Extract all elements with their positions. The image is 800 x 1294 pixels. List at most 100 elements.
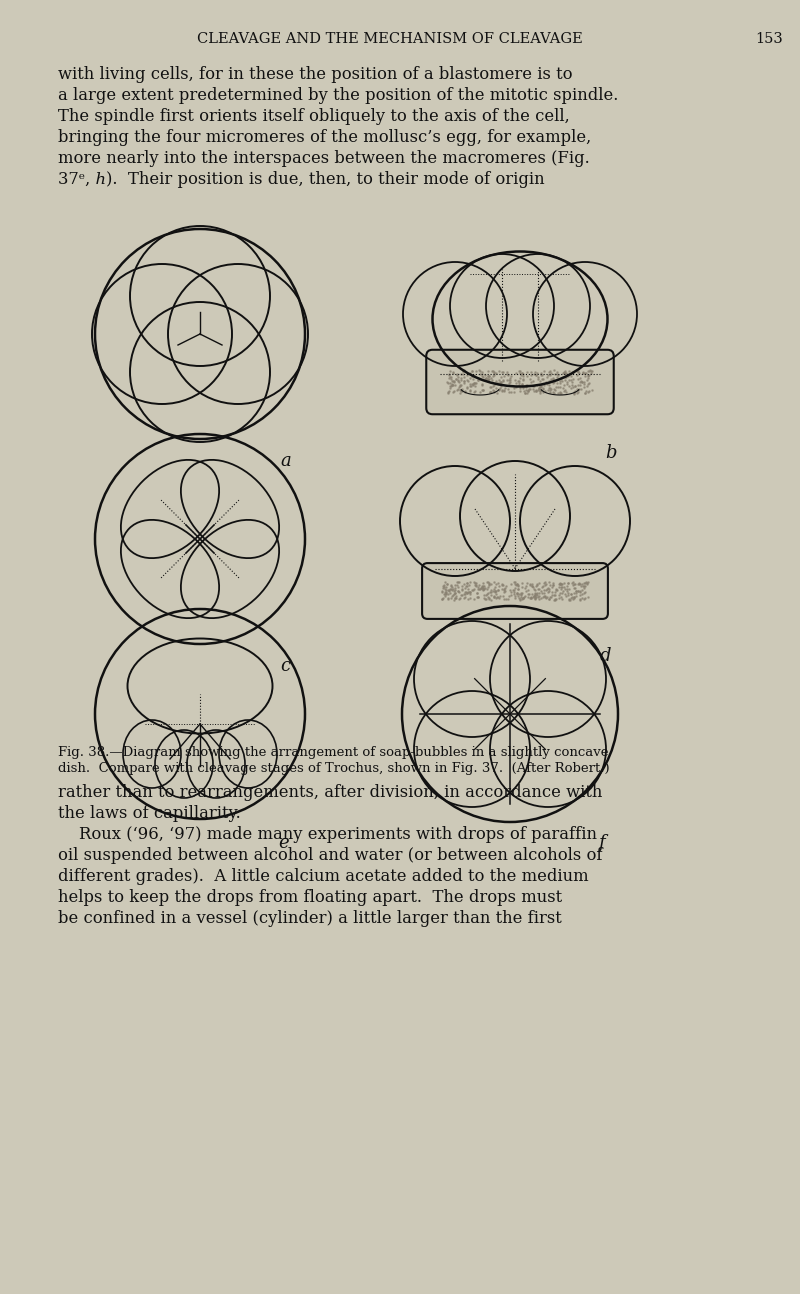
Point: [473, 575, 486, 595]
Point: [530, 365, 542, 386]
Point: [439, 582, 452, 603]
Text: oil suspended between alcohol and water (or between alcohols of: oil suspended between alcohol and water …: [58, 848, 602, 864]
Point: [461, 582, 474, 603]
Point: [517, 370, 530, 391]
Point: [485, 382, 498, 402]
Point: [476, 576, 489, 597]
Point: [444, 369, 457, 389]
Point: [482, 572, 495, 593]
Point: [562, 366, 574, 387]
Point: [451, 572, 464, 593]
Point: [474, 364, 486, 384]
Point: [512, 584, 525, 604]
Point: [474, 578, 486, 599]
Point: [469, 380, 482, 401]
Point: [510, 377, 522, 397]
Point: [528, 364, 541, 384]
Point: [508, 586, 521, 607]
Point: [574, 581, 586, 602]
Point: [557, 364, 570, 384]
Point: [554, 572, 567, 593]
Point: [492, 580, 505, 600]
Point: [458, 584, 471, 604]
Point: [563, 375, 576, 396]
Point: [438, 575, 450, 595]
Point: [490, 584, 502, 604]
Point: [458, 582, 471, 603]
Point: [455, 578, 468, 599]
Point: [474, 577, 487, 598]
Point: [538, 584, 550, 604]
Point: [440, 580, 453, 600]
Point: [530, 575, 543, 595]
Point: [563, 590, 576, 611]
Point: [444, 373, 457, 393]
Point: [566, 575, 579, 595]
Point: [585, 362, 598, 383]
Point: [462, 581, 474, 602]
Point: [458, 587, 470, 608]
Point: [537, 576, 550, 597]
Point: [470, 576, 482, 597]
Point: [530, 586, 542, 607]
Point: [446, 577, 458, 598]
Point: [462, 578, 474, 599]
Point: [470, 584, 483, 604]
Point: [525, 576, 538, 597]
Point: [502, 589, 515, 609]
Point: [554, 577, 567, 598]
Point: [562, 573, 574, 594]
Point: [460, 576, 473, 597]
Point: [489, 577, 502, 598]
Point: [578, 371, 590, 392]
Point: [510, 582, 523, 603]
Point: [490, 586, 503, 607]
Point: [566, 377, 579, 397]
Point: [491, 580, 504, 600]
Point: [530, 365, 542, 386]
Point: [490, 581, 502, 602]
Point: [524, 369, 537, 389]
Point: [563, 589, 576, 609]
Point: [464, 582, 477, 603]
Text: f: f: [598, 835, 605, 851]
Point: [578, 572, 591, 593]
Point: [520, 366, 533, 387]
Point: [463, 587, 476, 608]
Point: [443, 582, 456, 603]
Point: [560, 362, 573, 383]
Point: [463, 362, 476, 383]
Point: [566, 586, 578, 607]
Point: [478, 587, 490, 608]
Point: [507, 580, 520, 600]
Point: [553, 575, 566, 595]
Point: [542, 361, 555, 382]
Text: be confined in a vessel (cylinder) a little larger than the first: be confined in a vessel (cylinder) a lit…: [58, 910, 562, 927]
Point: [444, 366, 457, 387]
Point: [542, 380, 554, 401]
Point: [575, 587, 588, 608]
Point: [542, 370, 555, 391]
Point: [566, 361, 579, 382]
Point: [498, 580, 511, 600]
Point: [505, 382, 518, 402]
Point: [537, 369, 550, 389]
FancyBboxPatch shape: [426, 349, 614, 414]
Point: [523, 573, 536, 594]
Point: [529, 587, 542, 608]
Point: [578, 587, 591, 608]
Point: [476, 578, 489, 599]
Point: [516, 362, 529, 383]
Point: [533, 375, 546, 396]
Point: [482, 365, 495, 386]
Text: 37ᵉ, ℎ).  Their position is due, then, to their mode of origin: 37ᵉ, ℎ). Their position is due, then, to…: [58, 171, 545, 188]
Point: [464, 379, 477, 400]
Point: [537, 378, 550, 399]
Point: [498, 581, 510, 602]
Point: [498, 380, 510, 401]
Point: [562, 370, 575, 391]
Point: [480, 367, 493, 388]
Point: [510, 575, 523, 595]
Point: [561, 580, 574, 600]
Point: [498, 366, 510, 387]
